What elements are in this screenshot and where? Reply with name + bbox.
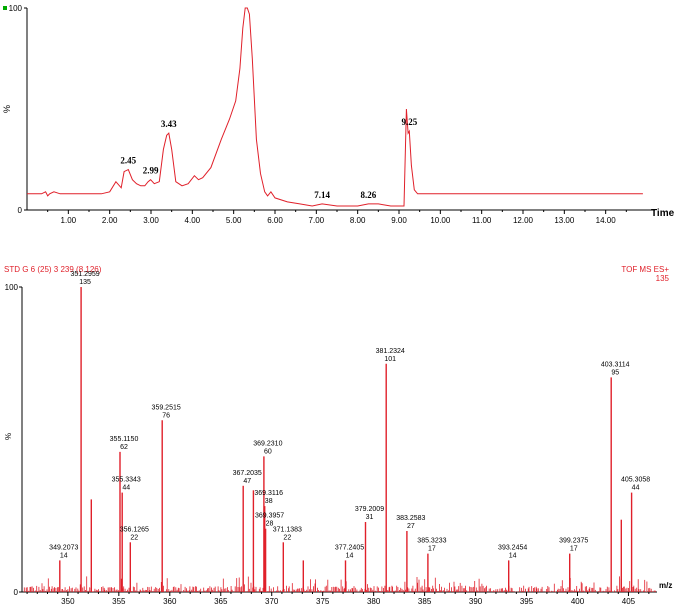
spec-x-tick-label: 390 — [469, 597, 483, 606]
spec-peak-count-label: 14 — [509, 552, 517, 559]
spec-x-tick-label: 380 — [367, 597, 381, 606]
spec-peak-count-label: 60 — [264, 448, 272, 455]
chrom-x-tick-label: 4.00 — [185, 216, 201, 225]
spec-peak-mass-label: 355.3343 — [112, 477, 141, 484]
chrom-peak-label: 3.43 — [161, 119, 177, 129]
chrom-y-tick-label: 0 — [18, 206, 23, 215]
spec-peak-mass-label: 355.1150 — [110, 436, 139, 443]
spec-x-tick-label: 360 — [163, 597, 177, 606]
spec-peak-count-label: 17 — [570, 546, 578, 553]
chrom-peak-label: 2.45 — [120, 156, 136, 166]
spec-peak-mass-label: 405.3058 — [621, 477, 650, 484]
spec-x-tick-label: 385 — [418, 597, 432, 606]
spec-x-tick-label: 405 — [622, 597, 636, 606]
spec-peak-mass-label: 399.2375 — [559, 538, 588, 545]
spec-peak-mass-label: 393.2454 — [498, 544, 527, 551]
spec-peak-mass-label: 381.2324 — [376, 348, 405, 355]
spec-x-tick-label: 355 — [112, 597, 126, 606]
spec-peak-mass-label: 371.1383 — [273, 526, 302, 533]
chrom-x-tick-label: 9.00 — [391, 216, 407, 225]
spectrum-scale-label: 135 — [655, 274, 669, 283]
mass-spectrum-chart: 0 100% 350 355 360 365 370 375 380 385 390 395 400 40… — [4, 271, 672, 606]
spec-peak-count-label: 22 — [283, 534, 291, 541]
spec-peak-count-label: 44 — [632, 485, 640, 492]
chrom-y-axis-label: % — [2, 105, 12, 113]
chrom-x-tick-label: 14.00 — [596, 216, 617, 225]
chrom-peak-label: 7.14 — [314, 190, 330, 200]
chrom-trace — [27, 7, 643, 207]
chrom-x-tick-label: 10.00 — [430, 216, 451, 225]
spectrum-header-right: TOF MS ES+ 135 — [621, 265, 669, 283]
spec-peak-count-label: 62 — [120, 444, 128, 451]
spec-peak-count-label: 28 — [266, 521, 274, 528]
spec-peak-count-label: 47 — [243, 478, 251, 485]
chrom-x-tick-label: 5.00 — [226, 216, 242, 225]
chrom-peak-label: 2.99 — [143, 166, 159, 176]
spec-x-tick-label: 395 — [520, 597, 534, 606]
spec-peak-mass-label: 359.2515 — [152, 404, 181, 411]
chrom-peak-label: 9.25 — [401, 117, 417, 127]
spec-x-tick-label: 350 — [61, 597, 75, 606]
spec-peak-count-label: 135 — [79, 279, 91, 286]
spec-peak-mass-label: 403.3114 — [601, 361, 630, 368]
spec-x-tick-label: 370 — [265, 597, 279, 606]
chrom-x-tick-label: 3.00 — [143, 216, 159, 225]
spec-x-tick-label: 365 — [214, 597, 228, 606]
spec-peak-count-label: 95 — [611, 369, 619, 376]
spec-peak-mass-label: 369.2310 — [253, 440, 282, 447]
chrom-x-tick-label: 8.00 — [350, 216, 366, 225]
spec-peak-count-label: 22 — [130, 534, 138, 541]
chrom-x-tick-label: 7.00 — [309, 216, 325, 225]
spec-x-tick-label: 375 — [316, 597, 330, 606]
chrom-x-tick-label: 12.00 — [513, 216, 534, 225]
chrom-corner-marker — [3, 6, 7, 10]
spec-peak-count-label: 17 — [428, 546, 436, 553]
spec-peak-mass-label: 349.2073 — [49, 544, 78, 551]
chrom-x-tick-label: 1.00 — [61, 216, 77, 225]
spec-x-axis-label: m/z — [659, 581, 672, 590]
chromatogram-chart: 0 100% 1.00 2.00 3.00 4.00 5.00 6.00 7.00 8.00 9.0… — [2, 4, 675, 225]
spectrum-title: STD G 6 (25) 3 239 (8.126) — [4, 265, 102, 274]
spec-peak-mass-label: 379.2009 — [355, 506, 384, 513]
spec-y-axis-label: % — [4, 433, 13, 440]
spec-peak-count-label: 101 — [384, 356, 396, 363]
spec-peak-mass-label: 383.2583 — [396, 515, 425, 522]
chrom-x-axis-label: Time — [651, 208, 675, 219]
spec-x-tick-label: 400 — [571, 597, 585, 606]
spec-peak-mass-label: 377.2405 — [335, 544, 364, 551]
spec-peak-mass-label: 356.1265 — [120, 526, 149, 533]
spec-y-tick-label: 100 — [5, 283, 19, 292]
spec-peak-mass-label: 369.3957 — [255, 513, 284, 520]
spec-peak-count-label: 14 — [60, 552, 68, 559]
spec-peak-count-label: 38 — [265, 498, 273, 505]
chrom-peak-label: 8.26 — [361, 190, 377, 200]
spec-peak-count-label: 76 — [162, 412, 170, 419]
chrom-x-tick-label: 11.00 — [472, 216, 492, 225]
spec-peak-mass-label: 369.3116 — [254, 490, 283, 497]
spectrum-subtitle: TOF MS ES+ — [621, 265, 669, 274]
chrom-x-tick-label: 2.00 — [102, 216, 118, 225]
chrom-x-tick-label: 13.00 — [554, 216, 575, 225]
spec-peak-count-label: 44 — [122, 485, 130, 492]
spec-y-tick-label: 0 — [14, 588, 19, 597]
spec-peak-mass-label: 351.2959 — [70, 271, 99, 278]
spec-peak-count-label: 14 — [346, 552, 354, 559]
spec-peak-count-label: 27 — [407, 523, 415, 530]
spec-peak-mass-label: 367.2035 — [233, 470, 262, 477]
chrom-y-tick-label: 100 — [9, 4, 23, 13]
chrom-x-tick-label: 6.00 — [267, 216, 283, 225]
spec-peak-count-label: 31 — [366, 514, 374, 521]
spec-peak-mass-label: 385.3233 — [417, 538, 446, 545]
